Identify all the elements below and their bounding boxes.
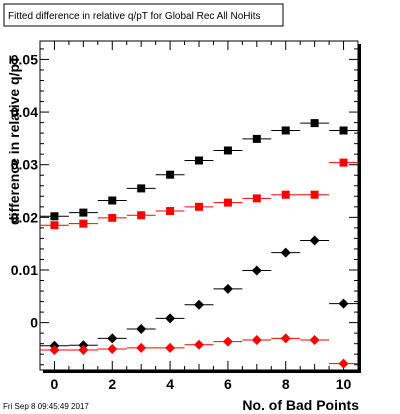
data-point (79, 219, 88, 228)
data-point (165, 313, 176, 324)
axis-ticks (40, 41, 358, 370)
data-point (195, 156, 203, 165)
data-point (338, 358, 349, 369)
data-point (310, 119, 319, 128)
data-point (78, 344, 89, 355)
data-point (49, 344, 60, 355)
data-point (166, 207, 175, 216)
timestamp: Fri Sep 8 09:45:49 2017 (3, 402, 89, 411)
chart-title: Fitted difference in relative q/pT for G… (8, 11, 261, 22)
x-tick-label: 6 (224, 376, 232, 392)
data-point (252, 134, 261, 143)
data-point (165, 342, 176, 353)
data-point (280, 333, 291, 344)
data-point (222, 336, 233, 347)
y-tick-label: 0.01 (11, 262, 38, 278)
y-tick-label: 0 (30, 315, 38, 331)
data-point (194, 299, 204, 310)
y-tick-label: 0.03 (11, 157, 38, 173)
data-point (136, 342, 147, 353)
x-tick-labels: 0 2 4 6 8 10 (51, 376, 352, 392)
y-tick-labels: 0 0.01 0.02 0.03 0.04 0.05 (11, 51, 38, 330)
data-point (108, 196, 117, 205)
y-axis-label: difference in relative q/pT (6, 55, 22, 225)
data-point (223, 146, 232, 155)
data-point (107, 343, 118, 354)
data-point (252, 194, 261, 203)
data-point (251, 265, 262, 276)
data-point (166, 170, 175, 179)
data-point (108, 213, 117, 222)
data-point (107, 333, 118, 344)
y-tick-label: 0.05 (11, 51, 38, 67)
data-point (310, 190, 319, 199)
x-tick-label: 2 (108, 376, 116, 392)
data-point (251, 334, 262, 345)
data-point (281, 190, 290, 199)
data-marks (40, 119, 358, 369)
data-point (223, 198, 232, 207)
data-point (222, 283, 233, 294)
data-point (50, 212, 59, 221)
data-point (137, 211, 146, 220)
x-axis-label: No. of Bad Points (242, 397, 359, 413)
x-tick-label: 0 (51, 376, 59, 392)
x-tick-label: 4 (166, 376, 174, 392)
data-point (309, 334, 320, 345)
data-point (281, 126, 290, 135)
data-point (137, 184, 146, 193)
data-point (309, 235, 320, 246)
data-point (338, 298, 349, 309)
data-point (339, 126, 348, 135)
data-point (195, 202, 203, 211)
data-point (194, 339, 204, 350)
title-box (3, 3, 284, 27)
data-point (280, 247, 291, 258)
data-point (339, 158, 348, 167)
y-tick-label: 0.02 (11, 209, 38, 225)
data-point (50, 221, 59, 230)
data-point (136, 323, 147, 334)
y-tick-label: 0.04 (11, 104, 38, 120)
x-tick-label: 8 (282, 376, 290, 392)
data-point (79, 208, 88, 217)
x-tick-label: 10 (336, 376, 352, 392)
